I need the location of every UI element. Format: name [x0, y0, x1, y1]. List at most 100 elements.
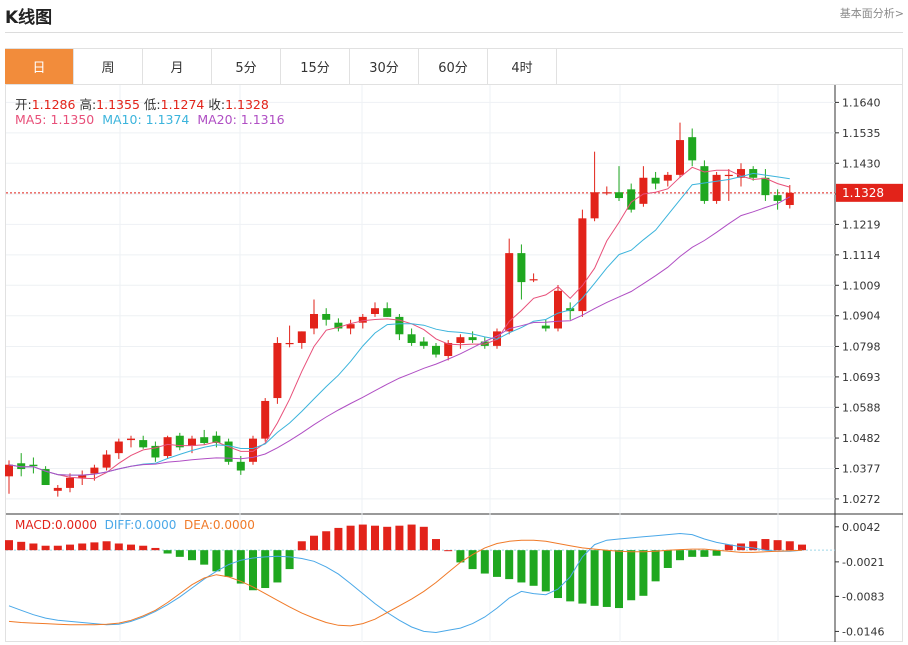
tab-day[interactable]: 日	[5, 49, 74, 84]
candle-body	[358, 316, 367, 323]
macd-bar	[761, 539, 770, 551]
macd-bar	[236, 550, 245, 584]
low-label: 低:	[143, 97, 161, 112]
macd-bar	[773, 540, 782, 551]
page-title: K线图	[5, 8, 53, 28]
candle-body	[688, 137, 697, 161]
macd-bar	[785, 541, 794, 551]
macd-bar	[249, 550, 257, 591]
close-label: 收:	[208, 97, 226, 112]
tab-60min[interactable]: 60分	[419, 49, 488, 84]
macd-bar	[5, 540, 13, 551]
candle-body	[249, 438, 257, 462]
candle-body	[53, 487, 62, 491]
candle-body	[676, 140, 684, 175]
candle-body	[529, 279, 538, 281]
macd-bar	[578, 550, 587, 604]
macd-bar	[529, 550, 538, 586]
ma5-label: MA5:	[15, 112, 47, 127]
fundamental-analysis-link[interactable]: 基本面分析>	[839, 7, 904, 20]
candle-body	[554, 290, 562, 329]
macd-bar	[541, 550, 550, 592]
close-value: 1.1328	[225, 97, 269, 112]
macd-bar	[383, 526, 392, 551]
macd-bar	[334, 527, 343, 551]
tab-month[interactable]: 月	[143, 49, 212, 84]
macd-bar	[53, 545, 62, 551]
candle-body	[639, 177, 648, 204]
macd-bar	[114, 543, 123, 551]
candle-body	[322, 313, 331, 320]
candle-body	[712, 174, 721, 201]
candle-body	[444, 342, 453, 357]
candle-body	[419, 341, 428, 346]
macd-bar	[127, 544, 135, 551]
price-tick-label: 1.0693	[842, 371, 881, 384]
candle-body	[615, 192, 623, 199]
candle-body	[297, 331, 306, 343]
tab-week[interactable]: 周	[74, 49, 143, 84]
macd-bar	[188, 550, 196, 561]
candle-body	[163, 437, 172, 457]
macd-bar	[200, 550, 209, 565]
low-value: 1.1274	[160, 97, 205, 112]
tab-5min[interactable]: 5分	[212, 49, 281, 84]
open-label: 开:	[15, 97, 32, 112]
macd-tick-label: -0.0021	[842, 556, 884, 569]
macd-tick-label: -0.0146	[842, 625, 884, 638]
macd-tick-label: -0.0083	[842, 590, 884, 603]
tab-4hour[interactable]: 4时	[488, 49, 557, 84]
candle-body	[383, 308, 392, 317]
candle-body	[273, 342, 282, 399]
candle-body	[651, 177, 660, 184]
macd-bar	[602, 550, 611, 607]
macd-bar	[29, 543, 38, 551]
price-tick-label: 1.0904	[842, 310, 881, 323]
tab-15min[interactable]: 15分	[281, 49, 350, 84]
candle-body	[200, 437, 209, 443]
candle-body	[139, 440, 148, 448]
candle-body	[151, 445, 160, 458]
macd-bar	[285, 550, 294, 570]
candle-body	[346, 324, 355, 329]
candle-body	[407, 334, 416, 343]
price-tick-label: 1.0377	[842, 462, 881, 475]
candle-body	[785, 192, 794, 206]
current-price-tag	[836, 183, 903, 202]
candle-body	[761, 177, 770, 196]
ma-readout: MA5: 1.1350 MA10: 1.1374 MA20: 1.1316	[15, 112, 285, 127]
candle-body	[432, 345, 440, 355]
macd-bar	[590, 550, 599, 606]
candle-body	[395, 316, 404, 335]
tab-30min[interactable]: 30分	[350, 49, 419, 84]
macd-bar	[651, 550, 660, 582]
macd-bar	[261, 550, 270, 589]
macd-bar	[322, 531, 331, 551]
macd-bar	[554, 550, 562, 599]
macd-bar	[212, 550, 221, 572]
ma10-value: 1.1374	[145, 112, 190, 127]
macd-tick-label: 0.0042	[842, 521, 881, 534]
candle-body	[78, 474, 87, 478]
price-tick-label: 1.1640	[842, 96, 881, 109]
macd-bar	[102, 541, 111, 551]
macd-bar	[346, 525, 355, 551]
macd-bar	[175, 550, 184, 557]
macd-bar	[480, 550, 489, 574]
macd-bar	[627, 550, 636, 601]
current-price-label: 1.1328	[842, 186, 884, 200]
diff-value: 0.0000	[134, 518, 177, 532]
price-tick-label: 1.0798	[842, 340, 881, 353]
candle-body	[456, 337, 465, 343]
macd-bar	[712, 550, 721, 556]
header-divider	[5, 32, 903, 33]
price-tick-label: 1.1430	[842, 157, 881, 170]
candle-body	[334, 322, 343, 329]
price-tick-label: 1.1009	[842, 279, 881, 292]
price-tick-label: 1.1535	[842, 127, 881, 140]
candle-body	[17, 463, 26, 470]
macd-bar	[139, 545, 148, 551]
candle-body	[41, 469, 50, 486]
price-tick-label: 1.0272	[842, 493, 881, 506]
